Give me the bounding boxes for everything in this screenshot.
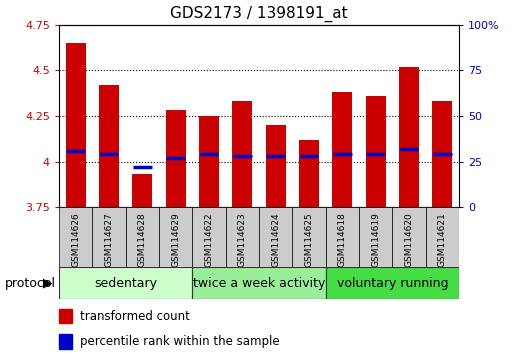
Text: GSM114625: GSM114625 bbox=[305, 212, 313, 267]
Text: GSM114621: GSM114621 bbox=[438, 212, 447, 267]
Bar bbox=[59, 309, 72, 323]
Bar bbox=[199, 116, 219, 207]
Text: twice a week activity: twice a week activity bbox=[193, 277, 325, 290]
Text: GSM114627: GSM114627 bbox=[105, 212, 113, 267]
Text: transformed count: transformed count bbox=[80, 309, 189, 322]
Text: GSM114619: GSM114619 bbox=[371, 212, 380, 267]
Title: GDS2173 / 1398191_at: GDS2173 / 1398191_at bbox=[170, 6, 348, 22]
Bar bbox=[426, 207, 459, 267]
Text: GSM114628: GSM114628 bbox=[138, 212, 147, 267]
Text: sedentary: sedentary bbox=[94, 277, 157, 290]
Text: GSM114624: GSM114624 bbox=[271, 212, 280, 267]
Bar bbox=[432, 101, 452, 207]
Bar bbox=[326, 267, 459, 299]
Bar bbox=[292, 207, 326, 267]
Bar bbox=[226, 207, 259, 267]
Bar bbox=[299, 139, 319, 207]
Text: GSM114618: GSM114618 bbox=[338, 212, 347, 267]
Bar bbox=[332, 92, 352, 207]
Bar bbox=[59, 267, 192, 299]
Bar bbox=[66, 43, 86, 207]
Bar bbox=[192, 267, 326, 299]
Text: GSM114623: GSM114623 bbox=[238, 212, 247, 267]
Bar bbox=[132, 174, 152, 207]
Bar bbox=[192, 207, 226, 267]
Bar bbox=[392, 207, 426, 267]
Bar bbox=[99, 85, 119, 207]
Bar bbox=[126, 207, 159, 267]
Bar bbox=[59, 335, 72, 349]
Text: GSM114629: GSM114629 bbox=[171, 212, 180, 267]
Bar bbox=[359, 207, 392, 267]
Bar bbox=[59, 207, 92, 267]
Bar bbox=[232, 101, 252, 207]
Bar bbox=[159, 207, 192, 267]
Text: percentile rank within the sample: percentile rank within the sample bbox=[80, 335, 279, 348]
Bar bbox=[399, 67, 419, 207]
Bar bbox=[92, 207, 126, 267]
Text: protocol: protocol bbox=[5, 277, 56, 290]
Text: ▶: ▶ bbox=[43, 277, 52, 290]
Bar bbox=[166, 110, 186, 207]
Bar bbox=[366, 96, 386, 207]
Text: GSM114622: GSM114622 bbox=[205, 212, 213, 267]
Bar bbox=[266, 125, 286, 207]
Bar bbox=[259, 207, 292, 267]
Text: GSM114620: GSM114620 bbox=[405, 212, 413, 267]
Text: voluntary running: voluntary running bbox=[337, 277, 448, 290]
Text: GSM114626: GSM114626 bbox=[71, 212, 80, 267]
Bar bbox=[326, 207, 359, 267]
